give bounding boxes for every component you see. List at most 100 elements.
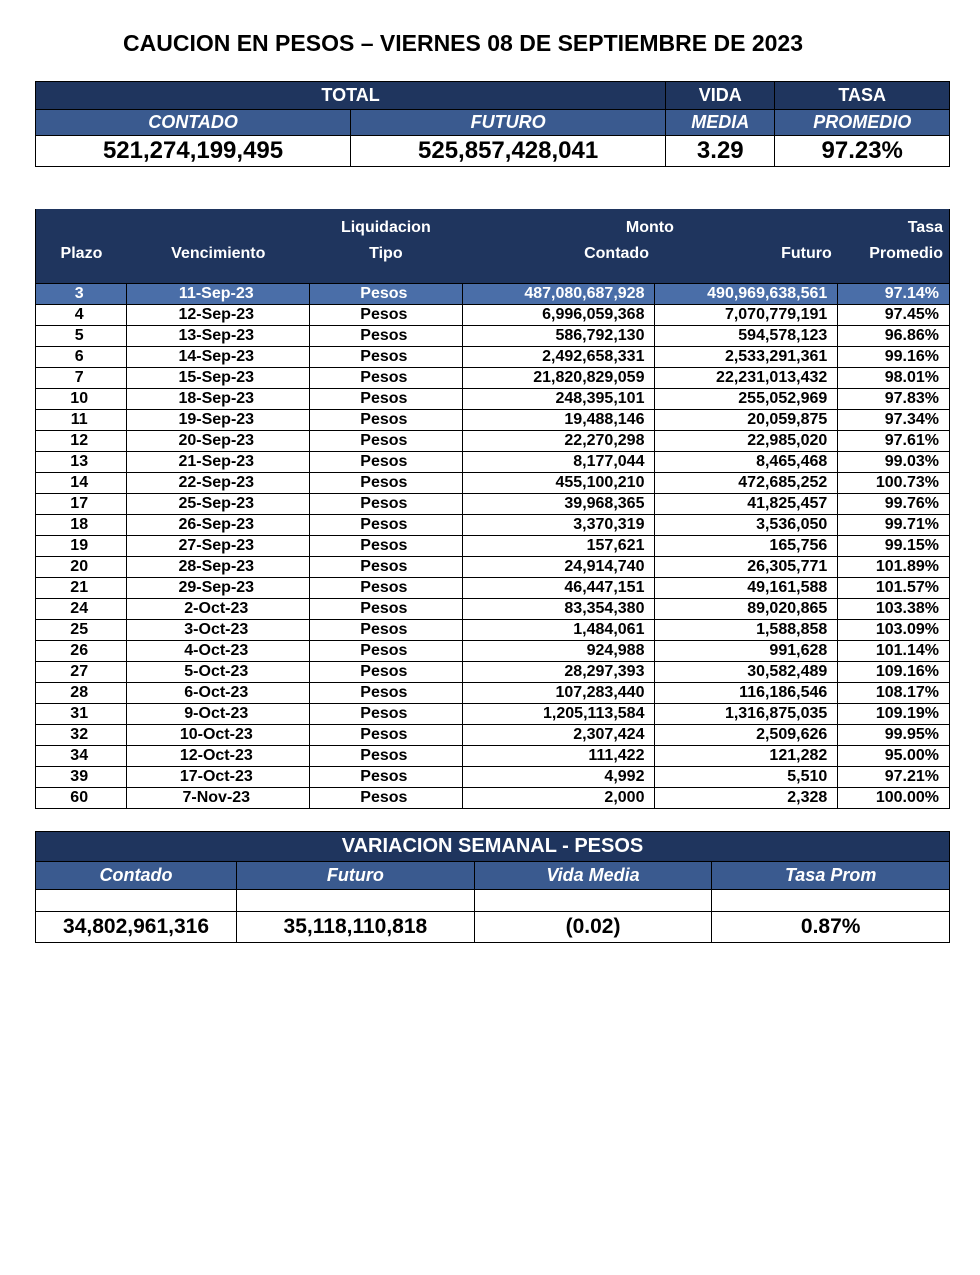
variation-table: VARIACION SEMANAL - PESOS Contado Futuro… (35, 831, 950, 943)
cell-contado: 19,488,146 (462, 409, 655, 430)
cell-tipo: Pesos (310, 724, 462, 745)
cell-tasa: 109.19% (838, 703, 950, 724)
cell-futuro: 7,070,779,191 (655, 304, 838, 325)
cell-vencimiento: 12-Sep-23 (127, 304, 310, 325)
cell-contado: 8,177,044 (462, 451, 655, 472)
table-row: 607-Nov-23Pesos2,0002,328100.00% (36, 787, 950, 808)
cell-vencimiento: 21-Sep-23 (127, 451, 310, 472)
cell-plazo: 20 (36, 556, 127, 577)
table-row: 1321-Sep-23Pesos8,177,0448,465,46899.03% (36, 451, 950, 472)
summary-value-vida-media: 3.29 (666, 136, 775, 167)
cell-tasa: 96.86% (838, 325, 950, 346)
cell-futuro: 121,282 (655, 745, 838, 766)
cell-contado: 487,080,687,928 (462, 283, 655, 304)
detail-header-promedio: Promedio (838, 241, 950, 269)
table-row: 1018-Sep-23Pesos248,395,101255,052,96997… (36, 388, 950, 409)
variation-header-tasa-prom: Tasa Prom (712, 861, 950, 889)
cell-tipo: Pesos (310, 661, 462, 682)
cell-tipo: Pesos (310, 619, 462, 640)
variation-value-contado: 34,802,961,316 (36, 911, 237, 942)
table-row: 715-Sep-23Pesos21,820,829,05922,231,013,… (36, 367, 950, 388)
cell-plazo: 13 (36, 451, 127, 472)
cell-tasa: 100.73% (838, 472, 950, 493)
cell-contado: 22,270,298 (462, 430, 655, 451)
cell-tipo: Pesos (310, 640, 462, 661)
table-row: 275-Oct-23Pesos28,297,39330,582,489109.1… (36, 661, 950, 682)
table-row: 3210-Oct-23Pesos2,307,4242,509,62699.95% (36, 724, 950, 745)
cell-tasa: 100.00% (838, 787, 950, 808)
cell-futuro: 490,969,638,561 (655, 283, 838, 304)
summary-header-promedio: PROMEDIO (775, 110, 950, 136)
detail-header-futuro: Futuro (655, 241, 838, 269)
cell-vencimiento: 10-Oct-23 (127, 724, 310, 745)
cell-tasa: 99.15% (838, 535, 950, 556)
summary-value-futuro: 525,857,428,041 (351, 136, 666, 167)
table-row: 1119-Sep-23Pesos19,488,14620,059,87597.3… (36, 409, 950, 430)
cell-tipo: Pesos (310, 703, 462, 724)
cell-vencimiento: 22-Sep-23 (127, 472, 310, 493)
cell-futuro: 30,582,489 (655, 661, 838, 682)
table-row: 1725-Sep-23Pesos39,968,36541,825,45799.7… (36, 493, 950, 514)
cell-futuro: 49,161,588 (655, 577, 838, 598)
cell-plazo: 31 (36, 703, 127, 724)
summary-header-total: TOTAL (36, 82, 666, 110)
cell-contado: 4,992 (462, 766, 655, 787)
detail-header-tipo: Tipo (310, 241, 462, 269)
table-row: 3917-Oct-23Pesos4,9925,51097.21% (36, 766, 950, 787)
cell-contado: 24,914,740 (462, 556, 655, 577)
variation-header-futuro: Futuro (237, 861, 475, 889)
summary-value-contado: 521,274,199,495 (36, 136, 351, 167)
cell-contado: 28,297,393 (462, 661, 655, 682)
cell-futuro: 8,465,468 (655, 451, 838, 472)
table-row: 1220-Sep-23Pesos22,270,29822,985,02097.6… (36, 430, 950, 451)
cell-vencimiento: 14-Sep-23 (127, 346, 310, 367)
detail-header-plazo: Plazo (36, 241, 127, 269)
cell-tasa: 99.76% (838, 493, 950, 514)
cell-futuro: 472,685,252 (655, 472, 838, 493)
cell-tasa: 103.09% (838, 619, 950, 640)
cell-tipo: Pesos (310, 304, 462, 325)
cell-contado: 455,100,210 (462, 472, 655, 493)
cell-futuro: 41,825,457 (655, 493, 838, 514)
cell-contado: 111,422 (462, 745, 655, 766)
cell-contado: 6,996,059,368 (462, 304, 655, 325)
cell-tasa: 95.00% (838, 745, 950, 766)
cell-tasa: 97.34% (838, 409, 950, 430)
detail-header-contado: Contado (462, 241, 655, 269)
cell-contado: 39,968,365 (462, 493, 655, 514)
detail-header-blank-1 (36, 209, 127, 241)
cell-tipo: Pesos (310, 472, 462, 493)
cell-futuro: 165,756 (655, 535, 838, 556)
cell-tipo: Pesos (310, 409, 462, 430)
cell-plazo: 11 (36, 409, 127, 430)
cell-tasa: 97.45% (838, 304, 950, 325)
cell-futuro: 255,052,969 (655, 388, 838, 409)
detail-table: Liquidacion Monto Tasa Plazo Vencimiento… (35, 209, 950, 809)
cell-tipo: Pesos (310, 367, 462, 388)
summary-value-tasa-promedio: 97.23% (775, 136, 950, 167)
cell-plazo: 5 (36, 325, 127, 346)
cell-futuro: 1,588,858 (655, 619, 838, 640)
cell-plazo: 34 (36, 745, 127, 766)
summary-header-contado: CONTADO (36, 110, 351, 136)
summary-header-futuro: FUTURO (351, 110, 666, 136)
detail-header-tasa: Tasa (838, 209, 950, 241)
cell-futuro: 89,020,865 (655, 598, 838, 619)
cell-plazo: 60 (36, 787, 127, 808)
page-title: CAUCION EN PESOS – VIERNES 08 DE SEPTIEM… (123, 30, 950, 57)
cell-contado: 83,354,380 (462, 598, 655, 619)
cell-tipo: Pesos (310, 577, 462, 598)
cell-contado: 46,447,151 (462, 577, 655, 598)
cell-tasa: 97.83% (838, 388, 950, 409)
cell-tipo: Pesos (310, 325, 462, 346)
cell-futuro: 2,509,626 (655, 724, 838, 745)
cell-plazo: 25 (36, 619, 127, 640)
cell-tipo: Pesos (310, 556, 462, 577)
variation-header-contado: Contado (36, 861, 237, 889)
variation-value-futuro: 35,118,110,818 (237, 911, 475, 942)
cell-vencimiento: 2-Oct-23 (127, 598, 310, 619)
cell-tasa: 108.17% (838, 682, 950, 703)
cell-plazo: 24 (36, 598, 127, 619)
cell-futuro: 991,628 (655, 640, 838, 661)
variation-header-vida-media: Vida Media (474, 861, 712, 889)
